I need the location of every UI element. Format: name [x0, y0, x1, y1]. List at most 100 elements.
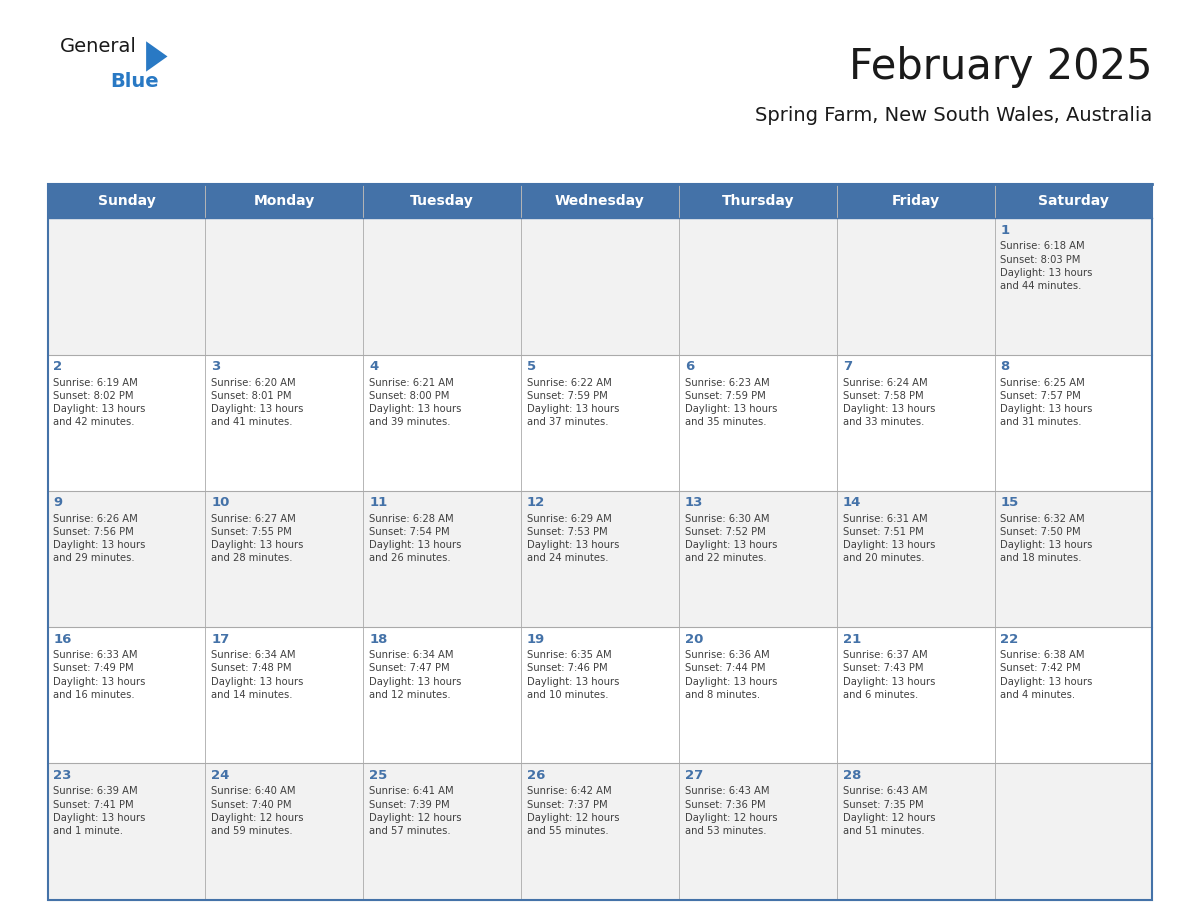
- Text: Sunrise: 6:19 AM
Sunset: 8:02 PM
Daylight: 13 hours
and 42 minutes.: Sunrise: 6:19 AM Sunset: 8:02 PM Dayligh…: [53, 377, 146, 427]
- Text: 26: 26: [527, 769, 545, 782]
- Text: Sunrise: 6:38 AM
Sunset: 7:42 PM
Daylight: 13 hours
and 4 minutes.: Sunrise: 6:38 AM Sunset: 7:42 PM Dayligh…: [1000, 650, 1093, 700]
- Text: Sunrise: 6:21 AM
Sunset: 8:00 PM
Daylight: 13 hours
and 39 minutes.: Sunrise: 6:21 AM Sunset: 8:00 PM Dayligh…: [369, 377, 461, 427]
- Polygon shape: [48, 764, 206, 900]
- Polygon shape: [364, 764, 522, 900]
- Text: 6: 6: [684, 360, 694, 374]
- Text: 14: 14: [842, 497, 861, 509]
- Polygon shape: [836, 491, 994, 627]
- Polygon shape: [836, 184, 994, 218]
- Polygon shape: [522, 627, 678, 764]
- Text: Monday: Monday: [254, 194, 315, 208]
- Text: 11: 11: [369, 497, 387, 509]
- Text: 25: 25: [369, 769, 387, 782]
- Text: General: General: [59, 37, 137, 56]
- Text: Sunrise: 6:25 AM
Sunset: 7:57 PM
Daylight: 13 hours
and 31 minutes.: Sunrise: 6:25 AM Sunset: 7:57 PM Dayligh…: [1000, 377, 1093, 427]
- Text: Sunrise: 6:40 AM
Sunset: 7:40 PM
Daylight: 12 hours
and 59 minutes.: Sunrise: 6:40 AM Sunset: 7:40 PM Dayligh…: [211, 787, 304, 836]
- Text: 20: 20: [684, 633, 703, 645]
- Text: Sunrise: 6:36 AM
Sunset: 7:44 PM
Daylight: 13 hours
and 8 minutes.: Sunrise: 6:36 AM Sunset: 7:44 PM Dayligh…: [684, 650, 777, 700]
- Text: Sunrise: 6:35 AM
Sunset: 7:46 PM
Daylight: 13 hours
and 10 minutes.: Sunrise: 6:35 AM Sunset: 7:46 PM Dayligh…: [527, 650, 619, 700]
- Text: 3: 3: [211, 360, 221, 374]
- Polygon shape: [206, 764, 364, 900]
- Text: 28: 28: [842, 769, 861, 782]
- Text: Sunrise: 6:20 AM
Sunset: 8:01 PM
Daylight: 13 hours
and 41 minutes.: Sunrise: 6:20 AM Sunset: 8:01 PM Dayligh…: [211, 377, 304, 427]
- Text: 12: 12: [527, 497, 545, 509]
- Text: Spring Farm, New South Wales, Australia: Spring Farm, New South Wales, Australia: [756, 106, 1152, 125]
- Text: Friday: Friday: [891, 194, 940, 208]
- Text: 21: 21: [842, 633, 861, 645]
- Polygon shape: [994, 354, 1152, 491]
- Text: Sunrise: 6:23 AM
Sunset: 7:59 PM
Daylight: 13 hours
and 35 minutes.: Sunrise: 6:23 AM Sunset: 7:59 PM Dayligh…: [684, 377, 777, 427]
- Text: Sunrise: 6:24 AM
Sunset: 7:58 PM
Daylight: 13 hours
and 33 minutes.: Sunrise: 6:24 AM Sunset: 7:58 PM Dayligh…: [842, 377, 935, 427]
- Text: Sunrise: 6:18 AM
Sunset: 8:03 PM
Daylight: 13 hours
and 44 minutes.: Sunrise: 6:18 AM Sunset: 8:03 PM Dayligh…: [1000, 241, 1093, 291]
- Text: Blue: Blue: [110, 72, 159, 91]
- Polygon shape: [364, 218, 522, 354]
- Text: 2: 2: [53, 360, 63, 374]
- Text: Sunday: Sunday: [97, 194, 156, 208]
- Polygon shape: [994, 764, 1152, 900]
- Text: Sunrise: 6:29 AM
Sunset: 7:53 PM
Daylight: 13 hours
and 24 minutes.: Sunrise: 6:29 AM Sunset: 7:53 PM Dayligh…: [527, 514, 619, 564]
- Text: Sunrise: 6:39 AM
Sunset: 7:41 PM
Daylight: 13 hours
and 1 minute.: Sunrise: 6:39 AM Sunset: 7:41 PM Dayligh…: [53, 787, 146, 836]
- Text: 27: 27: [684, 769, 703, 782]
- Text: Tuesday: Tuesday: [410, 194, 474, 208]
- Polygon shape: [678, 491, 836, 627]
- Polygon shape: [48, 627, 206, 764]
- Polygon shape: [522, 218, 678, 354]
- Text: 7: 7: [842, 360, 852, 374]
- Polygon shape: [678, 354, 836, 491]
- Text: Wednesday: Wednesday: [555, 194, 645, 208]
- Text: Sunrise: 6:28 AM
Sunset: 7:54 PM
Daylight: 13 hours
and 26 minutes.: Sunrise: 6:28 AM Sunset: 7:54 PM Dayligh…: [369, 514, 461, 564]
- Text: Sunrise: 6:37 AM
Sunset: 7:43 PM
Daylight: 13 hours
and 6 minutes.: Sunrise: 6:37 AM Sunset: 7:43 PM Dayligh…: [842, 650, 935, 700]
- Polygon shape: [836, 764, 994, 900]
- Text: 23: 23: [53, 769, 71, 782]
- Polygon shape: [364, 184, 522, 218]
- Polygon shape: [994, 627, 1152, 764]
- Polygon shape: [522, 764, 678, 900]
- Polygon shape: [522, 491, 678, 627]
- Polygon shape: [522, 184, 678, 218]
- Polygon shape: [146, 41, 168, 72]
- Text: Sunrise: 6:43 AM
Sunset: 7:35 PM
Daylight: 12 hours
and 51 minutes.: Sunrise: 6:43 AM Sunset: 7:35 PM Dayligh…: [842, 787, 935, 836]
- Text: Sunrise: 6:22 AM
Sunset: 7:59 PM
Daylight: 13 hours
and 37 minutes.: Sunrise: 6:22 AM Sunset: 7:59 PM Dayligh…: [527, 377, 619, 427]
- Polygon shape: [678, 764, 836, 900]
- Polygon shape: [522, 354, 678, 491]
- Polygon shape: [206, 218, 364, 354]
- Text: Sunrise: 6:42 AM
Sunset: 7:37 PM
Daylight: 12 hours
and 55 minutes.: Sunrise: 6:42 AM Sunset: 7:37 PM Dayligh…: [527, 787, 619, 836]
- Text: 5: 5: [527, 360, 536, 374]
- Polygon shape: [678, 184, 836, 218]
- Text: Sunrise: 6:26 AM
Sunset: 7:56 PM
Daylight: 13 hours
and 29 minutes.: Sunrise: 6:26 AM Sunset: 7:56 PM Dayligh…: [53, 514, 146, 564]
- Polygon shape: [48, 491, 206, 627]
- Text: 15: 15: [1000, 497, 1019, 509]
- Text: 13: 13: [684, 497, 703, 509]
- Polygon shape: [836, 627, 994, 764]
- Polygon shape: [994, 218, 1152, 354]
- Text: 24: 24: [211, 769, 229, 782]
- Text: Sunrise: 6:30 AM
Sunset: 7:52 PM
Daylight: 13 hours
and 22 minutes.: Sunrise: 6:30 AM Sunset: 7:52 PM Dayligh…: [684, 514, 777, 564]
- Text: 16: 16: [53, 633, 71, 645]
- Text: Sunrise: 6:34 AM
Sunset: 7:48 PM
Daylight: 13 hours
and 14 minutes.: Sunrise: 6:34 AM Sunset: 7:48 PM Dayligh…: [211, 650, 304, 700]
- Text: Sunrise: 6:31 AM
Sunset: 7:51 PM
Daylight: 13 hours
and 20 minutes.: Sunrise: 6:31 AM Sunset: 7:51 PM Dayligh…: [842, 514, 935, 564]
- Polygon shape: [994, 491, 1152, 627]
- Polygon shape: [836, 354, 994, 491]
- Text: Sunrise: 6:34 AM
Sunset: 7:47 PM
Daylight: 13 hours
and 12 minutes.: Sunrise: 6:34 AM Sunset: 7:47 PM Dayligh…: [369, 650, 461, 700]
- Text: Sunrise: 6:32 AM
Sunset: 7:50 PM
Daylight: 13 hours
and 18 minutes.: Sunrise: 6:32 AM Sunset: 7:50 PM Dayligh…: [1000, 514, 1093, 564]
- Text: Sunrise: 6:27 AM
Sunset: 7:55 PM
Daylight: 13 hours
and 28 minutes.: Sunrise: 6:27 AM Sunset: 7:55 PM Dayligh…: [211, 514, 304, 564]
- Polygon shape: [994, 184, 1152, 218]
- Polygon shape: [364, 627, 522, 764]
- Text: Sunrise: 6:41 AM
Sunset: 7:39 PM
Daylight: 12 hours
and 57 minutes.: Sunrise: 6:41 AM Sunset: 7:39 PM Dayligh…: [369, 787, 462, 836]
- Text: Sunrise: 6:33 AM
Sunset: 7:49 PM
Daylight: 13 hours
and 16 minutes.: Sunrise: 6:33 AM Sunset: 7:49 PM Dayligh…: [53, 650, 146, 700]
- Polygon shape: [836, 218, 994, 354]
- Text: 1: 1: [1000, 224, 1010, 237]
- Polygon shape: [206, 354, 364, 491]
- Polygon shape: [206, 184, 364, 218]
- Text: February 2025: February 2025: [849, 46, 1152, 88]
- Polygon shape: [48, 184, 206, 218]
- Text: 8: 8: [1000, 360, 1010, 374]
- Text: 9: 9: [53, 497, 63, 509]
- Text: 22: 22: [1000, 633, 1019, 645]
- Polygon shape: [206, 491, 364, 627]
- Text: Thursday: Thursday: [721, 194, 794, 208]
- Text: 18: 18: [369, 633, 387, 645]
- Polygon shape: [48, 354, 206, 491]
- Text: 10: 10: [211, 497, 229, 509]
- Text: Saturday: Saturday: [1038, 194, 1108, 208]
